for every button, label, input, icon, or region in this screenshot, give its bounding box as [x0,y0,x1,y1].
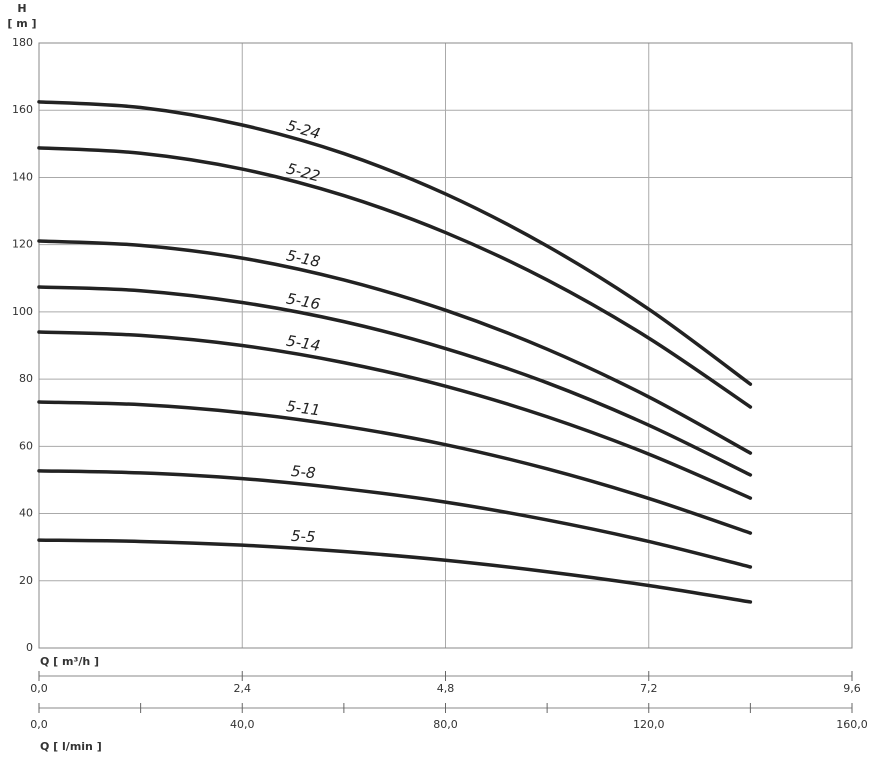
y-tick-label: 100 [12,305,33,318]
series-label: 5-8 [290,462,316,482]
y-tick-label: 120 [12,238,33,251]
y-tick-label: 20 [19,574,33,587]
y-tick-label: 0 [26,641,33,654]
x2-tick-label: 80,0 [433,718,458,731]
curve [37,146,753,409]
x-tick-label: 0,0 [30,682,48,695]
series-label: 5-5 [290,527,316,547]
curve [37,100,753,386]
x-axis-label: Q [ m³/h ] [40,655,99,668]
x-tick-label: 9,6 [843,682,861,695]
y-tick-label: 80 [19,372,33,385]
curve [37,330,753,500]
x2-axis-label: Q [ l/min ] [40,740,102,753]
curve [37,239,753,455]
y-axis-unit: [ m ] [7,17,36,30]
series-label: 5-24 [285,116,323,143]
y-tick-label: 40 [19,507,33,520]
x-tick-label: 2,4 [234,682,252,695]
curve [37,400,753,535]
curve [37,285,753,477]
y-tick-label: 60 [19,439,33,452]
x2-tick-label: 160,0 [836,718,868,731]
series-label: 5-14 [285,332,322,355]
y-tick-label: 140 [12,170,33,183]
x2-tick-label: 120,0 [633,718,665,731]
x2-tick-label: 0,0 [30,718,48,731]
series-label: 5-11 [285,397,321,419]
y-axis-label: H [17,2,26,15]
plot-frame [38,42,853,649]
y-tick-label: 180 [12,36,33,49]
x-tick-label: 4,8 [437,682,455,695]
curve [37,538,753,604]
series-label: 5-16 [285,289,322,313]
y-tick-label: 160 [12,103,33,116]
x2-tick-label: 40,0 [230,718,255,731]
curve [37,469,753,569]
x-tick-label: 7,2 [640,682,658,695]
